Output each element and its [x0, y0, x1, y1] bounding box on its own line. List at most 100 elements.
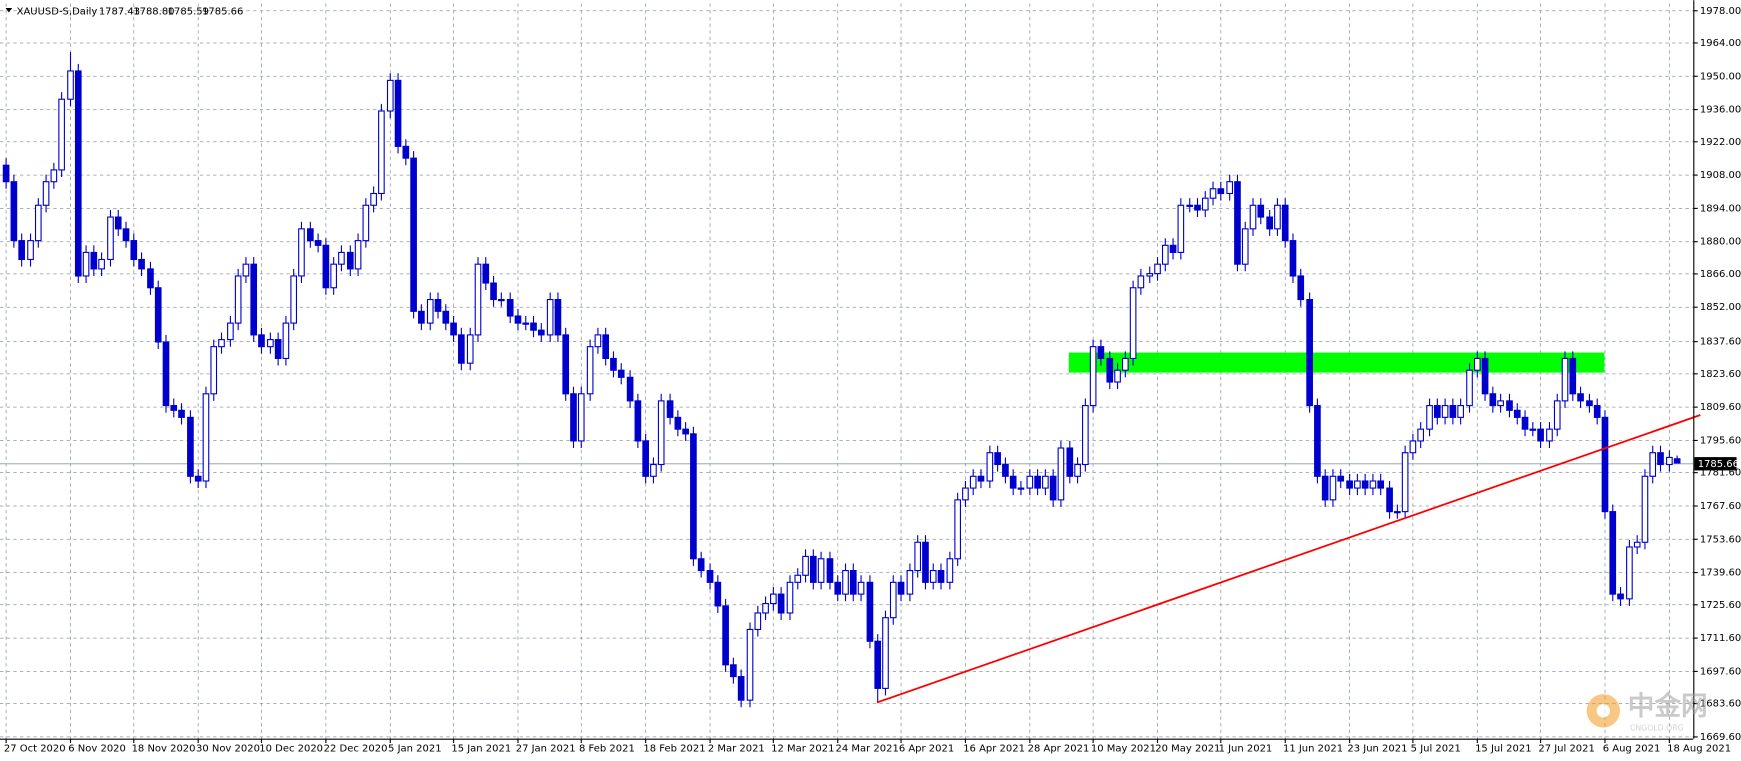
- candle: [74, 63, 82, 284]
- x-tick-label: 6 Apr 2021: [899, 744, 954, 755]
- candle: [1154, 257, 1161, 281]
- menu-arrow[interactable]: [5, 7, 13, 13]
- candle-body: [809, 555, 817, 583]
- candle: [570, 386, 577, 449]
- candle-body: [1609, 511, 1617, 595]
- candle: [617, 363, 625, 385]
- candle-body: [690, 433, 697, 560]
- candle-body: [1057, 447, 1065, 501]
- candle: [929, 563, 937, 590]
- candle-body: [370, 192, 377, 206]
- candle-body: [994, 452, 1001, 466]
- candle: [962, 480, 969, 507]
- candle: [1137, 268, 1145, 295]
- candle-body: [90, 251, 98, 270]
- candle-body: [27, 240, 34, 261]
- candle-body: [362, 204, 370, 242]
- candle-body: [1569, 357, 1577, 395]
- candle-body: [1537, 428, 1544, 442]
- candle: [690, 426, 697, 566]
- y-tick-label: 1978.00: [1700, 6, 1741, 17]
- candle-body: [1409, 440, 1417, 454]
- candle-body: [1329, 475, 1337, 501]
- candle-body: [1026, 475, 1034, 489]
- candle: [746, 622, 754, 708]
- candle: [874, 634, 882, 703]
- candle: [210, 339, 218, 401]
- candle: [1321, 469, 1329, 507]
- candle: [657, 393, 665, 472]
- candle-body: [1129, 287, 1137, 360]
- candle: [994, 445, 1001, 472]
- candle-body: [1314, 405, 1321, 477]
- symbol: XAUUSD-S,Daily: [17, 6, 98, 17]
- candle-body: [1466, 369, 1473, 407]
- candle: [1457, 398, 1464, 425]
- candle: [897, 575, 905, 602]
- candle: [1354, 473, 1361, 496]
- x-tick-label: 15 Jul 2021: [1475, 744, 1532, 755]
- candle: [842, 563, 849, 602]
- candle-body: [298, 228, 305, 277]
- candle-body: [242, 263, 250, 277]
- candle: [754, 605, 762, 637]
- annotations: [0, 352, 1694, 465]
- candle: [1626, 539, 1633, 606]
- candle: [802, 549, 809, 583]
- candle-body: [1146, 273, 1154, 277]
- candle: [1561, 351, 1569, 408]
- candle: [1497, 393, 1504, 413]
- candle: [490, 275, 497, 307]
- candle: [1426, 398, 1433, 437]
- candle: [1577, 386, 1584, 408]
- candle: [722, 598, 729, 672]
- candle-body: [522, 322, 530, 325]
- candle-body: [1249, 204, 1257, 230]
- candle-body: [770, 593, 777, 605]
- candle: [458, 327, 465, 371]
- candle-body: [914, 541, 922, 572]
- candle: [834, 575, 842, 602]
- candle: [242, 257, 250, 284]
- y-tick-label: 1852.00: [1700, 302, 1741, 313]
- candle-body: [657, 400, 665, 466]
- candle: [1017, 480, 1025, 496]
- y-tick-label: 1669.60: [1700, 732, 1741, 743]
- candle: [906, 563, 914, 602]
- candle: [986, 445, 994, 489]
- watermark: 中金网 CNGOLD.ORG: [1586, 691, 1708, 733]
- candle-body: [1217, 188, 1225, 195]
- candle: [594, 327, 602, 354]
- candle-body: [889, 581, 897, 619]
- candle: [650, 457, 657, 484]
- candle-body: [67, 70, 74, 100]
- candle-body: [338, 251, 345, 265]
- candle-body: [786, 581, 794, 614]
- x-tick-label: 27 Jan 2021: [516, 744, 576, 755]
- candle: [857, 575, 865, 602]
- y-tick-label: 1697.60: [1700, 666, 1741, 677]
- candle: [170, 398, 178, 418]
- candle-body: [18, 240, 25, 261]
- candle-body: [202, 393, 210, 482]
- candle-body: [282, 322, 290, 360]
- candle-body: [577, 393, 585, 442]
- candle-body: [1497, 400, 1504, 407]
- candle-body: [634, 400, 642, 442]
- x-tick-label: 18 Aug 2021: [1667, 744, 1731, 755]
- candle: [1649, 445, 1657, 484]
- candle-body: [10, 181, 18, 242]
- candle: [58, 92, 65, 177]
- y-tick-label: 1767.60: [1700, 501, 1741, 512]
- candle: [1633, 535, 1641, 555]
- candle-body: [1121, 357, 1129, 371]
- candle-body: [187, 416, 194, 477]
- candle: [1586, 393, 1593, 413]
- candle: [1161, 238, 1169, 272]
- candle-body: [482, 263, 490, 284]
- candle-body: [1177, 204, 1185, 253]
- candle: [666, 393, 674, 425]
- candle: [1089, 339, 1097, 413]
- candle-body: [594, 334, 602, 348]
- y-tick-label: 1781.60: [1700, 468, 1741, 479]
